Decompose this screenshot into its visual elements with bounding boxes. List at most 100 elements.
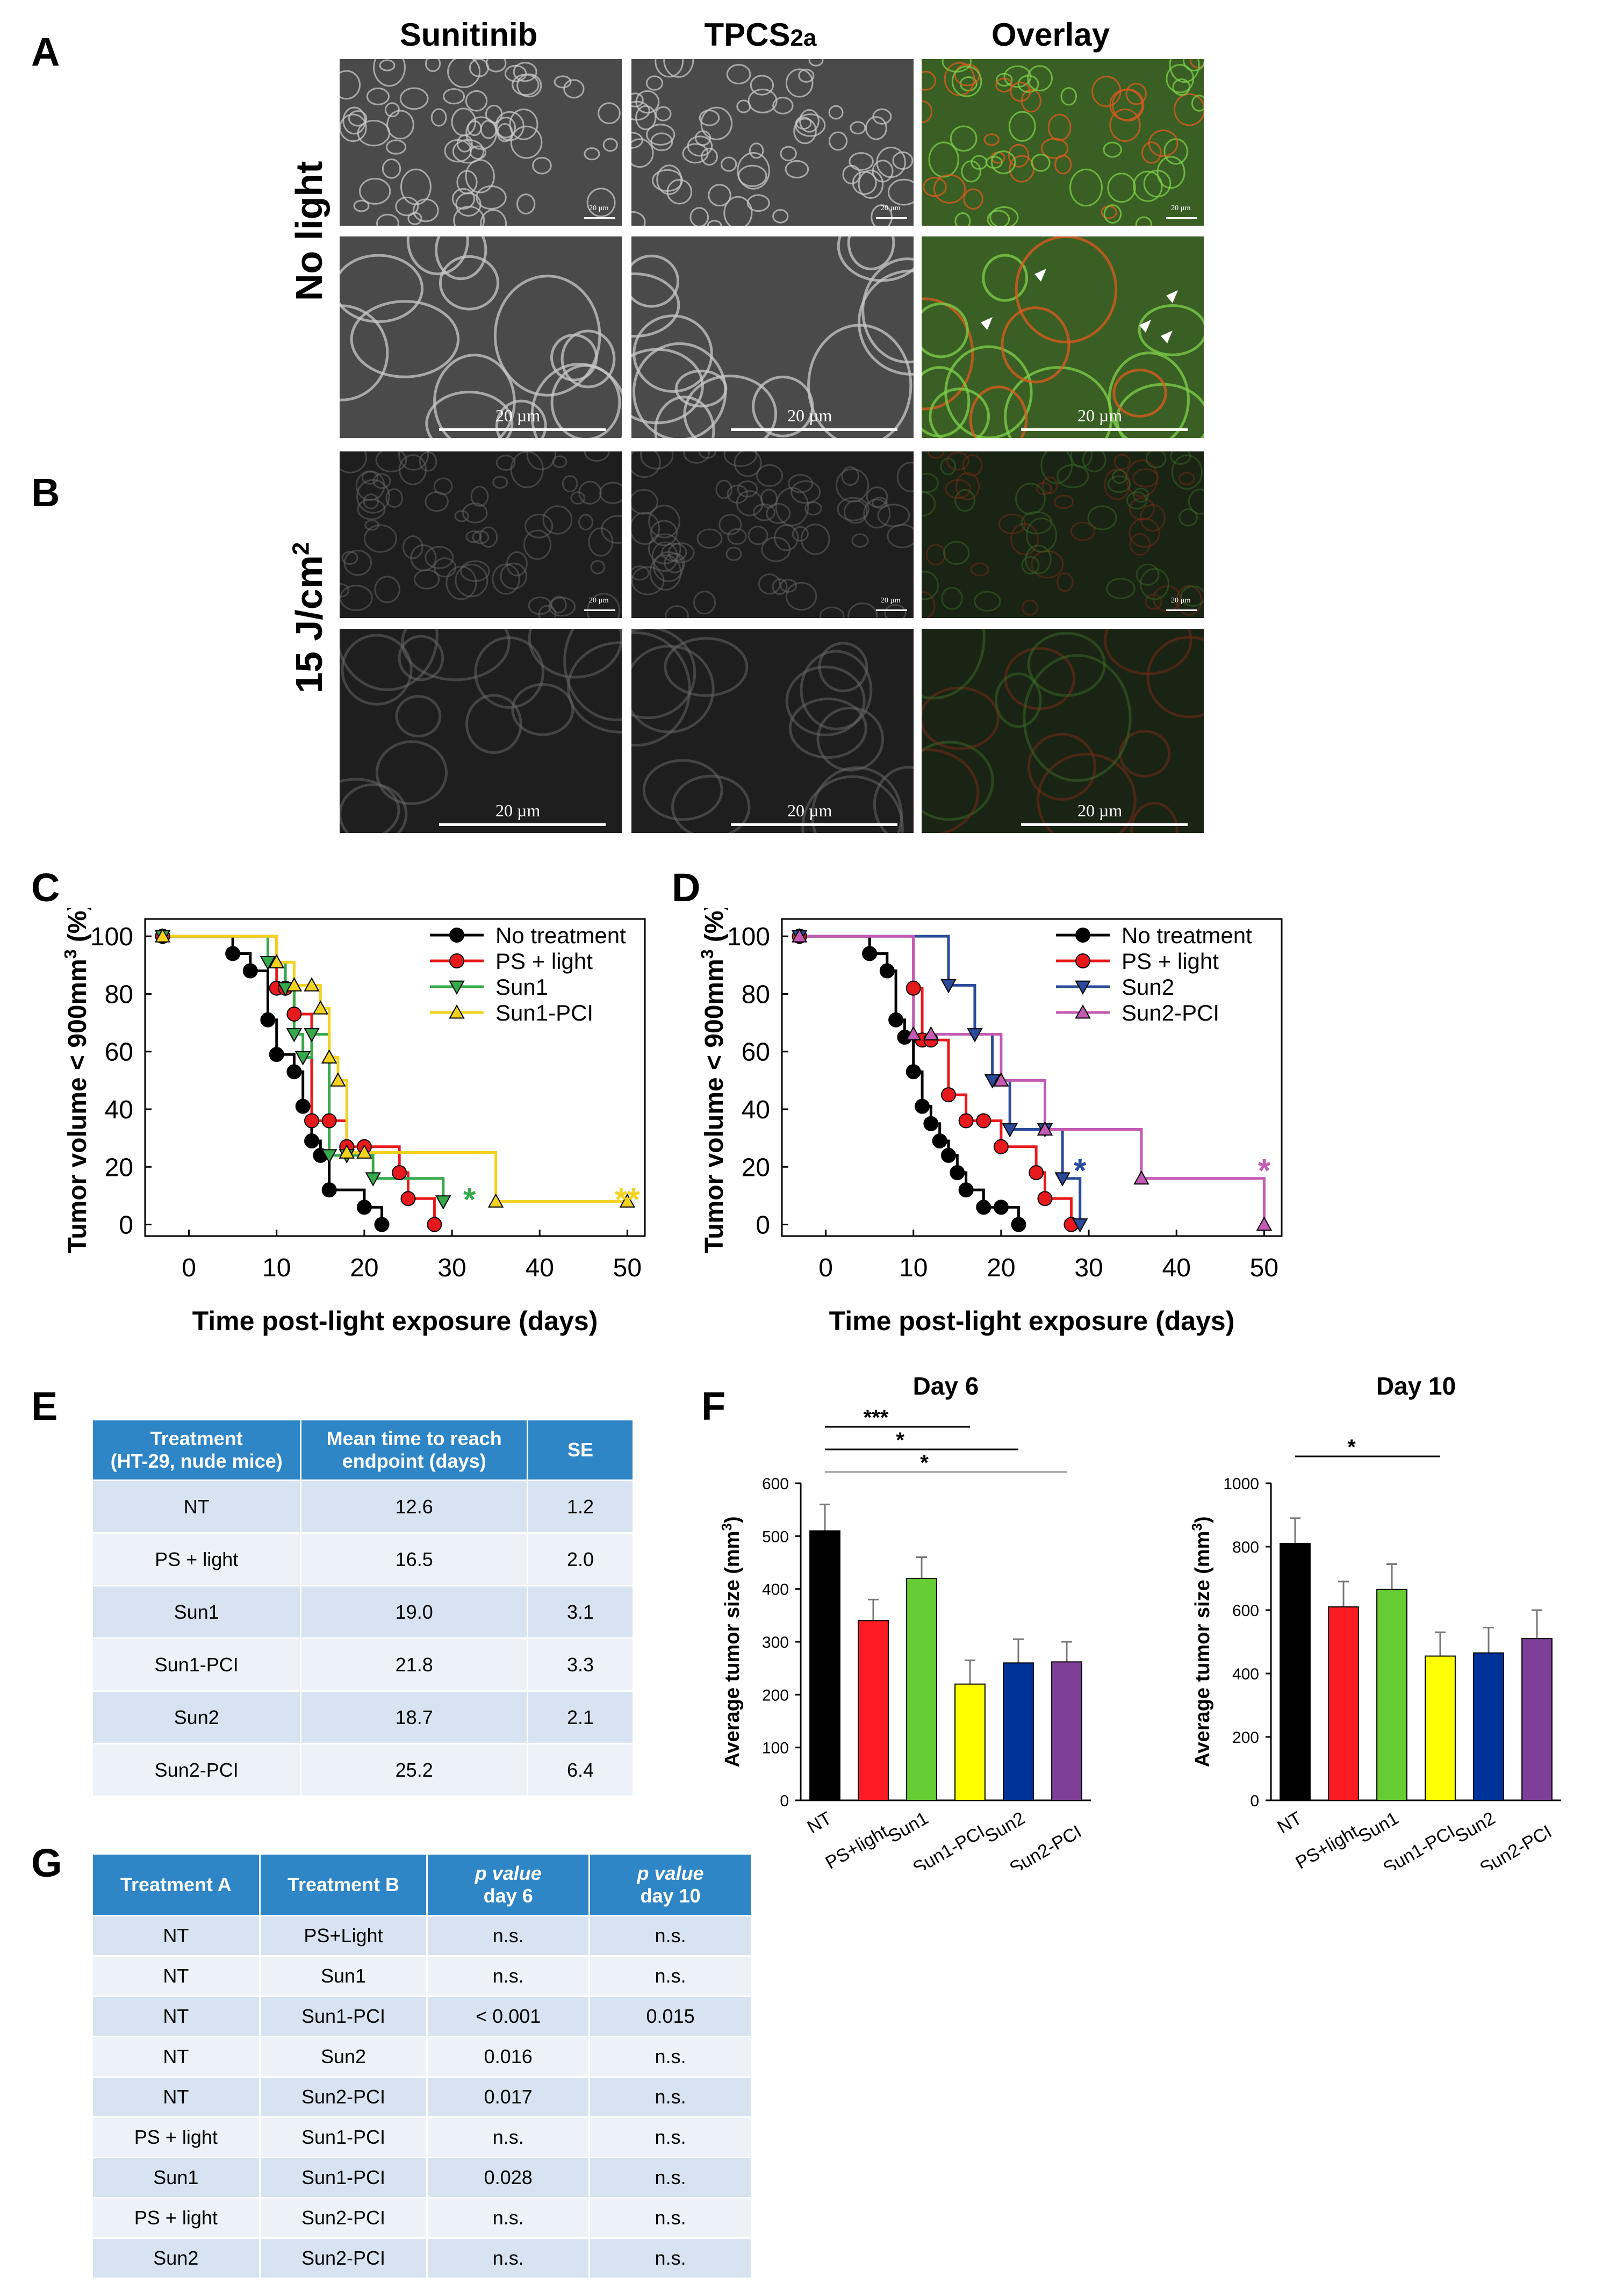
table-g-cell: 0.017 <box>426 2076 591 2118</box>
scale-bar <box>876 609 907 611</box>
table-g-header-p-day6: p value day 6 <box>426 1853 591 1916</box>
data-point <box>941 1147 956 1163</box>
table-e-cell: 3.1 <box>527 1585 634 1639</box>
category-label: Sun1 <box>1355 1808 1402 1847</box>
table-g-cell: Sun2-PCI <box>258 2197 428 2239</box>
table-g-row: NT PS+Light n.s. n.s. <box>91 1915 752 1957</box>
data-point <box>619 1193 636 1208</box>
scale-bar-label: 20 µm <box>881 204 901 212</box>
x-tick-label: 10 <box>899 1254 928 1282</box>
table-g-row: PS + light Sun2-PCI n.s. n.s. <box>91 2197 752 2239</box>
scale-bar <box>731 428 897 431</box>
data-point <box>1054 1172 1070 1187</box>
table-g-cell: PS+Light <box>258 1915 428 1957</box>
bar-sun2 <box>1003 1662 1034 1801</box>
bar-ps-light <box>1328 1606 1359 1801</box>
x-tick-label: 30 <box>1074 1254 1103 1282</box>
micrograph-r4-c2: 20 µm <box>631 629 914 833</box>
series-line-sun2-pci <box>799 935 1266 1225</box>
data-point <box>976 1113 991 1129</box>
x-tick-label: 40 <box>1162 1254 1191 1282</box>
table-g-p-values: Treatment A Treatment B p value day 6 p v… <box>91 1853 752 2279</box>
table-e-row: Sun2-PCI 25.2 6.4 <box>91 1743 634 1797</box>
micrograph-r1-c2: 20 µm <box>631 59 914 226</box>
table-g-cell: n.s. <box>426 2116 591 2158</box>
data-point <box>365 1172 381 1187</box>
legend-label: Sun1-PCI <box>495 1000 593 1025</box>
micrograph-r4-c3: 20 µm <box>922 629 1204 833</box>
bar-ps-light <box>858 1620 889 1801</box>
bar-sun2-pci <box>1521 1638 1553 1801</box>
category-label: PS+light <box>1292 1821 1362 1870</box>
table-g-cell: n.s. <box>588 2036 752 2078</box>
scale-bar <box>439 823 606 826</box>
scale-bar-label: 20 µm <box>1077 801 1123 820</box>
significance-stars: * <box>1347 1435 1356 1459</box>
data-point <box>967 1028 983 1043</box>
series-line-sun1 <box>162 935 445 1202</box>
table-g-cell: NT <box>91 1995 261 2037</box>
panel-label-c: C <box>31 865 60 910</box>
data-point <box>294 1051 311 1066</box>
data-point <box>923 1026 939 1040</box>
column-header-overlay: Overlay <box>991 17 1110 53</box>
table-g-cell: Sun2-PCI <box>258 2237 428 2279</box>
arrowhead-icon <box>1161 331 1173 343</box>
micrograph-r2-c2: 20 µm <box>631 236 914 438</box>
table-e-cell: 1.2 <box>527 1480 634 1534</box>
legend-label: No treatment <box>495 923 626 948</box>
y-tick-label: 0 <box>756 1211 770 1240</box>
significance-marker: * <box>1258 1153 1271 1189</box>
data-point <box>295 1098 311 1114</box>
legend-marker <box>449 928 464 943</box>
legend-marker <box>1075 1004 1091 1019</box>
x-tick-label: 50 <box>613 1254 642 1282</box>
table-g-cell: Sun1-PCI <box>258 1995 428 2037</box>
arrowhead-icon <box>1166 290 1178 303</box>
scale-bar-label: 20 µm <box>589 597 609 605</box>
table-e-cell: 2.0 <box>527 1532 634 1586</box>
data-point <box>330 1072 346 1087</box>
data-point <box>321 1149 337 1164</box>
table-e-cell: PS + light <box>91 1532 302 1586</box>
table-e-row: Sun1 19.0 3.1 <box>91 1585 634 1639</box>
y-tick-label: 300 <box>762 1634 789 1651</box>
table-g-cell: 0.015 <box>588 1995 752 2037</box>
table-g-header-treatment-b: Treatment B <box>258 1853 428 1916</box>
table-e-row: PS + light 16.5 2.0 <box>91 1532 634 1586</box>
panel-label-b: B <box>31 470 60 515</box>
table-e-header-se: SE <box>527 1419 634 1481</box>
table-g-header-treatment-a: Treatment A <box>91 1853 261 1916</box>
table-g-row: PS + light Sun1-PCI n.s. n.s. <box>91 2116 752 2158</box>
data-point <box>1029 1165 1044 1180</box>
y-tick-label: 0 <box>780 1792 789 1810</box>
y-tick-label: 40 <box>105 1096 133 1124</box>
row-header-no-light: No light <box>288 161 330 301</box>
x-tick-label: 20 <box>350 1254 378 1282</box>
bar-chart-day-10: Day 10 0 200 400 600 800 1000 Average tumor siz… <box>1189 1376 1561 1870</box>
table-g-cell: NT <box>91 1955 261 1997</box>
series-line-sun1-pci <box>162 935 628 1203</box>
legend-marker <box>1075 928 1090 943</box>
table-e-cell: 18.7 <box>300 1690 528 1744</box>
data-point <box>304 1113 319 1129</box>
data-point <box>993 1200 1009 1215</box>
data-point <box>356 1144 372 1159</box>
survival-chart-c: 0 20 40 60 80 100 0 10 20 30 40 50 Time post-light e… <box>64 908 646 1336</box>
bar-sun2-pci <box>1051 1661 1082 1801</box>
legend-label: Sun2-PCI <box>1122 1000 1219 1025</box>
bar-nt <box>1280 1543 1311 1801</box>
plot-frame <box>144 918 646 1237</box>
data-point <box>286 977 303 992</box>
table-g-row: NT Sun2 0.016 n.s. <box>91 2036 752 2078</box>
data-point <box>269 1047 284 1062</box>
scale-bar <box>1021 428 1188 431</box>
data-point <box>906 1026 922 1040</box>
table-g-cell: n.s. <box>426 2197 591 2239</box>
category-label: Sun1 <box>885 1808 932 1847</box>
data-point <box>950 1165 965 1180</box>
micrograph-r4-c1: 20 µm <box>340 629 622 833</box>
y-tick-label: 0 <box>119 1211 133 1240</box>
x-tick-label: 40 <box>526 1254 554 1282</box>
y-tick-label: 60 <box>105 1038 133 1067</box>
